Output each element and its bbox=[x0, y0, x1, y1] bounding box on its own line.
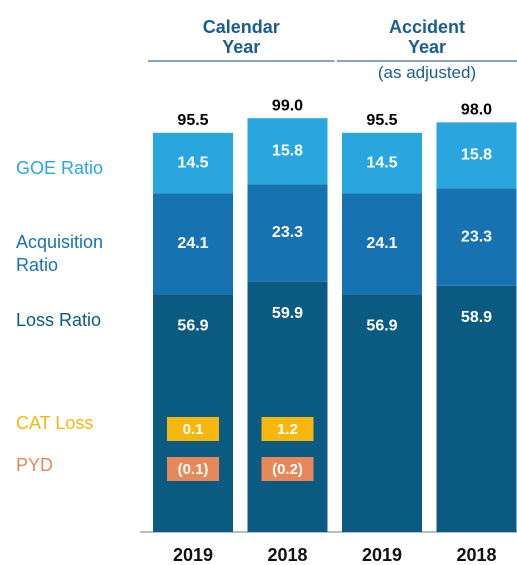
total-label: 99.0 bbox=[272, 97, 303, 114]
series-label: Loss Ratio bbox=[16, 310, 102, 330]
badge-label: 0.1 bbox=[183, 421, 204, 438]
series-label: GOE Ratio bbox=[16, 158, 104, 178]
value-label: 58.9 bbox=[461, 309, 492, 326]
value-label: 15.8 bbox=[272, 142, 303, 159]
total-label: 98.0 bbox=[461, 102, 492, 119]
badge bbox=[261, 417, 314, 441]
value-label: 56.9 bbox=[366, 317, 397, 334]
bar-segment bbox=[436, 188, 517, 286]
value-label: 23.3 bbox=[272, 224, 303, 241]
badge-label: (0.1) bbox=[178, 461, 209, 478]
group-title: Calendar Year bbox=[202, 17, 280, 57]
bar-segment bbox=[153, 193, 233, 295]
group-note: (as adjusted) bbox=[377, 63, 477, 82]
badge bbox=[167, 457, 219, 481]
bar-segment bbox=[247, 184, 328, 282]
badge-label: (0.2) bbox=[272, 461, 303, 478]
series-label: PYD bbox=[16, 455, 54, 475]
x-tick-label: 2018 bbox=[267, 545, 307, 565]
badge bbox=[167, 417, 219, 441]
bar-segment bbox=[247, 118, 328, 185]
value-label: 24.1 bbox=[366, 235, 397, 252]
value-label: 56.9 bbox=[177, 317, 208, 334]
group-title: Accident Year bbox=[388, 17, 466, 57]
bar-segment bbox=[247, 281, 328, 532]
bar-segment bbox=[153, 132, 233, 194]
value-label: 15.8 bbox=[461, 147, 492, 164]
x-tick-label: 2019 bbox=[173, 545, 213, 565]
x-tick-label: 2018 bbox=[456, 545, 496, 565]
value-label: 59.9 bbox=[272, 305, 303, 322]
bar-segment bbox=[436, 285, 517, 532]
total-label: 95.5 bbox=[366, 112, 397, 129]
bar-segment bbox=[436, 122, 517, 189]
value-label: 14.5 bbox=[177, 154, 208, 171]
badge bbox=[261, 457, 314, 481]
value-label: 23.3 bbox=[461, 228, 492, 245]
bar-segment bbox=[153, 294, 233, 532]
value-label: 14.5 bbox=[366, 154, 397, 171]
value-label: 24.1 bbox=[177, 235, 208, 252]
total-label: 95.5 bbox=[177, 112, 208, 129]
series-label: Acquisition Ratio bbox=[16, 232, 104, 275]
bar-segment bbox=[342, 193, 422, 295]
bar-segment bbox=[342, 132, 422, 194]
bar-segment bbox=[342, 294, 422, 532]
series-label: CAT Loss bbox=[16, 413, 94, 433]
badge-label: 1.2 bbox=[277, 421, 298, 438]
x-tick-label: 2019 bbox=[362, 545, 402, 565]
